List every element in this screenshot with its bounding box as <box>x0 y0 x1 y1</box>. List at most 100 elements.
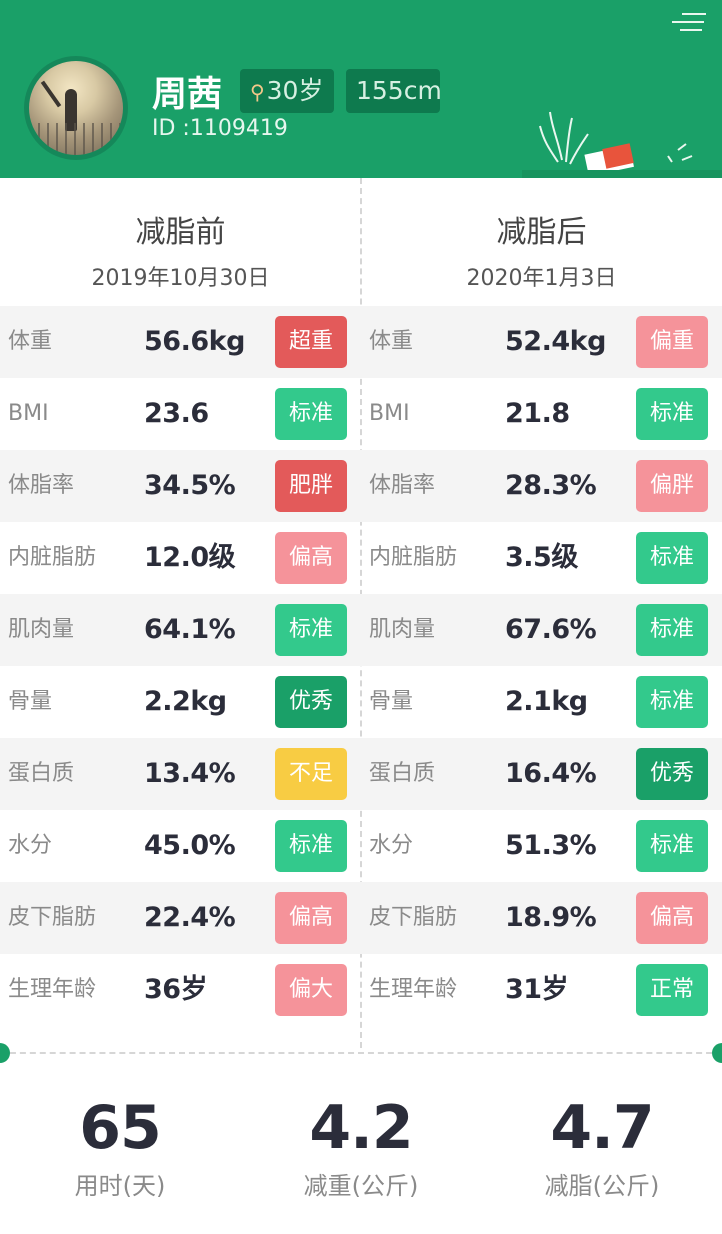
metric-label: 骨量 <box>8 689 53 714</box>
status-badge: 标准 <box>275 388 347 440</box>
status-badge: 超重 <box>275 316 347 368</box>
status-badge: 偏高 <box>275 532 347 584</box>
metric-label: 肌肉量 <box>369 617 436 642</box>
status-badge: 偏重 <box>636 316 708 368</box>
metric-value: 31岁 <box>505 974 569 1005</box>
status-badge: 优秀 <box>275 676 347 728</box>
before-cell: 皮下脂肪 22.4% 偏高 <box>0 882 361 954</box>
table-row-bmi: BMI 23.6 标准 BMI 21.8 标准 <box>0 378 722 450</box>
metric-value: 18.9% <box>505 902 597 933</box>
metric-value: 2.2kg <box>144 686 227 717</box>
metric-label: 肌肉量 <box>8 617 75 642</box>
before-cell: 生理年龄 36岁 偏大 <box>0 954 361 1026</box>
fat-loss-value: 4.7 <box>550 1093 654 1163</box>
days-value: 65 <box>79 1093 162 1163</box>
days-label: 用时(天) <box>74 1172 166 1200</box>
metric-label: 体脂率 <box>369 473 436 498</box>
table-row-body-age: 生理年龄 36岁 偏大 生理年龄 31岁 正常 <box>0 954 722 1026</box>
metric-value: 51.3% <box>505 830 597 861</box>
height-label: 155cm <box>356 76 442 105</box>
table-row-subcutaneous-fat: 皮下脂肪 22.4% 偏高 皮下脂肪 18.9% 偏高 <box>0 882 722 954</box>
metric-label: BMI <box>369 401 410 426</box>
metric-value: 13.4% <box>144 758 236 789</box>
avatar[interactable] <box>24 56 128 160</box>
before-cell: 体重 56.6kg 超重 <box>0 306 361 378</box>
age-label: 30岁 <box>266 76 324 105</box>
metric-value: 45.0% <box>144 830 236 861</box>
metric-value: 2.1kg <box>505 686 588 717</box>
after-cell: 体重 52.4kg 偏重 <box>361 306 722 378</box>
before-cell: 蛋白质 13.4% 不足 <box>0 738 361 810</box>
metric-value: 56.6kg <box>144 326 245 357</box>
status-badge: 标准 <box>636 676 708 728</box>
height-chip: 155cm <box>346 69 442 113</box>
table-row-body-fat: 体脂率 34.5% 肥胖 体脂率 28.3% 偏胖 <box>0 450 722 522</box>
after-cell: 水分 51.3% 标准 <box>361 810 722 882</box>
table-row-visceral-fat: 内脏脂肪 12.0级 偏高 内脏脂肪 3.5级 标准 <box>0 522 722 594</box>
before-cell: 骨量 2.2kg 优秀 <box>0 666 361 738</box>
separator-dot-right <box>712 1043 722 1063</box>
status-badge: 偏大 <box>275 964 347 1016</box>
table-row-weight: 体重 56.6kg 超重 体重 52.4kg 偏重 <box>0 306 722 378</box>
metric-value: 22.4% <box>144 902 236 933</box>
female-icon: ⚲ <box>250 80 265 104</box>
metric-label: 蛋白质 <box>369 761 436 786</box>
after-cell: BMI 21.8 标准 <box>361 378 722 450</box>
metric-label: 水分 <box>369 833 414 858</box>
status-badge: 偏高 <box>636 892 708 944</box>
profile-header: 周茜 ⚲30岁 155cm ID :1109419 <box>0 0 722 178</box>
after-cell: 生理年龄 31岁 正常 <box>361 954 722 1026</box>
metric-value: 28.3% <box>505 470 597 501</box>
after-cell: 肌肉量 67.6% 标准 <box>361 594 722 666</box>
after-cell: 蛋白质 16.4% 优秀 <box>361 738 722 810</box>
before-cell: 肌肉量 64.1% 标准 <box>0 594 361 666</box>
dashed-separator <box>0 1052 722 1054</box>
after-cell: 骨量 2.1kg 标准 <box>361 666 722 738</box>
metric-value: 52.4kg <box>505 326 606 357</box>
status-badge: 标准 <box>636 532 708 584</box>
metric-value: 16.4% <box>505 758 597 789</box>
metric-label: 体脂率 <box>8 473 75 498</box>
separator-dot-left <box>0 1043 10 1063</box>
table-row-muscle: 肌肉量 64.1% 标准 肌肉量 67.6% 标准 <box>0 594 722 666</box>
metric-label: 体重 <box>369 329 414 354</box>
metric-value: 36岁 <box>144 974 208 1005</box>
status-badge: 标准 <box>275 604 347 656</box>
metric-label: 蛋白质 <box>8 761 75 786</box>
before-title: 减脂前 <box>135 215 226 250</box>
user-name: 周茜 <box>152 75 223 115</box>
table-row-protein: 蛋白质 13.4% 不足 蛋白质 16.4% 优秀 <box>0 738 722 810</box>
after-cell: 皮下脂肪 18.9% 偏高 <box>361 882 722 954</box>
before-cell: 水分 45.0% 标准 <box>0 810 361 882</box>
metric-label: 皮下脂肪 <box>369 905 458 930</box>
metric-value: 12.0级 <box>144 542 236 573</box>
metric-label: BMI <box>8 401 49 426</box>
fat-loss-label: 减脂(公斤) <box>544 1172 660 1200</box>
status-badge: 不足 <box>275 748 347 800</box>
metric-label: 内脏脂肪 <box>8 545 97 570</box>
metric-value: 34.5% <box>144 470 236 501</box>
user-id: ID :1109419 <box>152 116 288 141</box>
metric-value: 3.5级 <box>505 542 578 573</box>
age-chip: ⚲30岁 <box>240 69 334 113</box>
before-cell: 体脂率 34.5% 肥胖 <box>0 450 361 522</box>
plant-book-illustration <box>522 13 722 178</box>
metric-value: 64.1% <box>144 614 236 645</box>
before-cell: 内脏脂肪 12.0级 偏高 <box>0 522 361 594</box>
metric-label: 体重 <box>8 329 53 354</box>
status-badge: 偏胖 <box>636 460 708 512</box>
status-badge: 标准 <box>636 820 708 872</box>
metric-value: 67.6% <box>505 614 597 645</box>
status-badge: 标准 <box>636 388 708 440</box>
metric-label: 生理年龄 <box>8 977 97 1002</box>
status-badge: 偏高 <box>275 892 347 944</box>
status-badge: 优秀 <box>636 748 708 800</box>
status-badge: 正常 <box>636 964 708 1016</box>
avatar-photo <box>29 61 123 155</box>
after-cell: 内脏脂肪 3.5级 标准 <box>361 522 722 594</box>
status-badge: 标准 <box>275 820 347 872</box>
metric-label: 水分 <box>8 833 53 858</box>
weight-loss-label: 减重(公斤) <box>303 1172 419 1200</box>
after-title: 减脂后 <box>496 215 587 250</box>
after-cell: 体脂率 28.3% 偏胖 <box>361 450 722 522</box>
